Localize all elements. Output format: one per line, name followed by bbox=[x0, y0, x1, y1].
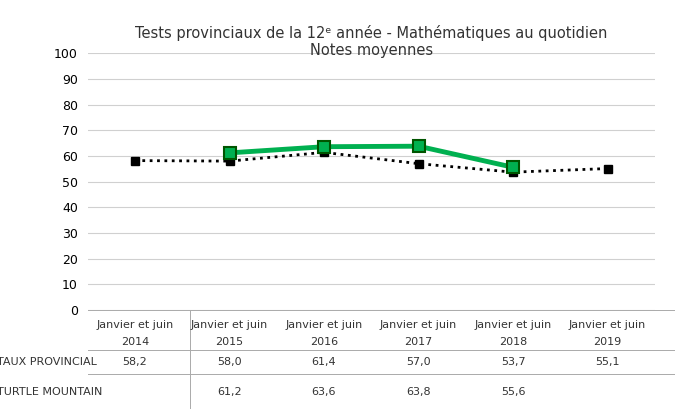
Text: 57,0: 57,0 bbox=[406, 357, 431, 367]
Text: 63,8: 63,8 bbox=[406, 387, 431, 397]
Text: 55,1: 55,1 bbox=[595, 357, 620, 367]
Text: 61,4: 61,4 bbox=[312, 357, 336, 367]
Text: Janvier et juin: Janvier et juin bbox=[475, 320, 551, 330]
Text: 63,6: 63,6 bbox=[312, 387, 336, 397]
Text: 2018: 2018 bbox=[499, 337, 527, 347]
Text: Janvier et juin: Janvier et juin bbox=[569, 320, 646, 330]
Text: Janvier et juin: Janvier et juin bbox=[380, 320, 457, 330]
Text: Tests provinciaux de la 12ᵉ année - Mathématiques au quotidien
Notes moyennes: Tests provinciaux de la 12ᵉ année - Math… bbox=[135, 25, 608, 58]
Text: 2014: 2014 bbox=[121, 337, 149, 347]
Text: 2019: 2019 bbox=[593, 337, 622, 347]
Text: 2017: 2017 bbox=[404, 337, 433, 347]
Text: TURTLE MOUNTAIN: TURTLE MOUNTAIN bbox=[0, 387, 103, 397]
Text: 58,0: 58,0 bbox=[217, 357, 242, 367]
Text: Janvier et juin: Janvier et juin bbox=[286, 320, 362, 330]
Text: 53,7: 53,7 bbox=[501, 357, 525, 367]
Text: Janvier et juin: Janvier et juin bbox=[97, 320, 173, 330]
Text: TAUX PROVINCIAL: TAUX PROVINCIAL bbox=[0, 357, 97, 367]
Text: Janvier et juin: Janvier et juin bbox=[191, 320, 268, 330]
Text: 55,6: 55,6 bbox=[501, 387, 525, 397]
Text: 2016: 2016 bbox=[310, 337, 338, 347]
Text: 58,2: 58,2 bbox=[123, 357, 147, 367]
Text: 61,2: 61,2 bbox=[217, 387, 242, 397]
Text: 2015: 2015 bbox=[215, 337, 244, 347]
